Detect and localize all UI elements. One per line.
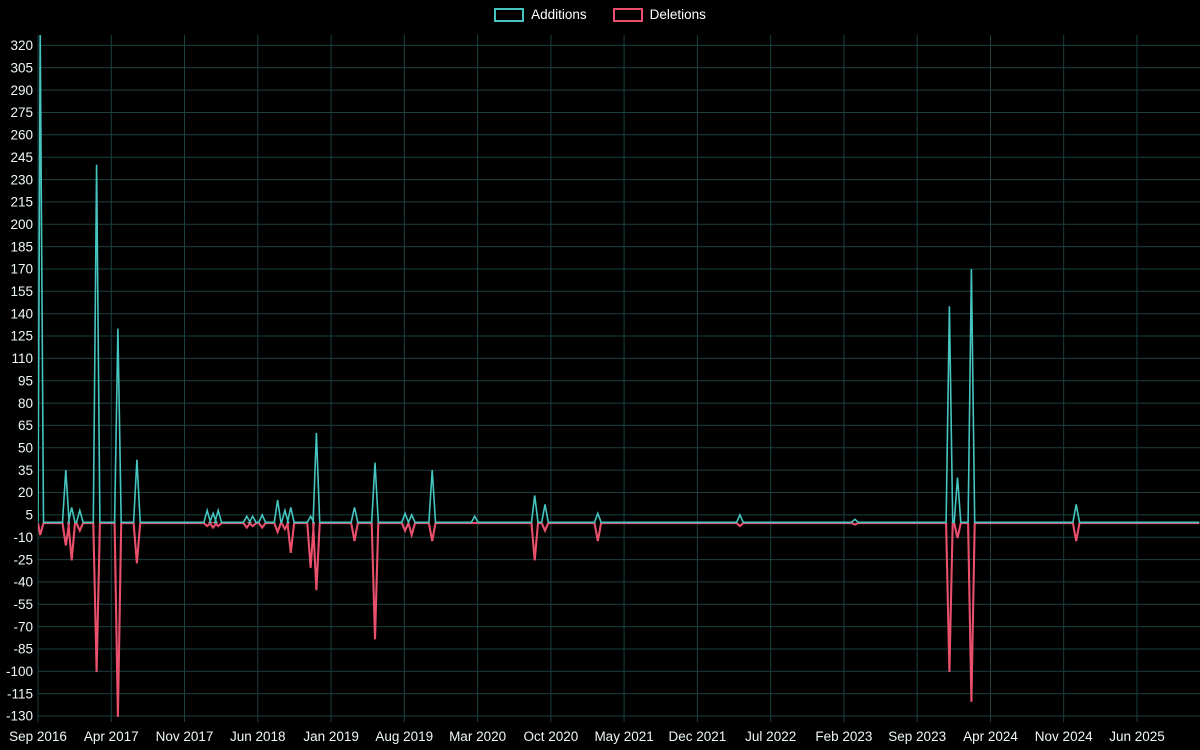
svg-text:-130: -130 — [6, 709, 33, 724]
svg-text:Nov 2017: Nov 2017 — [156, 729, 214, 744]
svg-text:-85: -85 — [13, 642, 33, 657]
svg-text:320: 320 — [10, 38, 33, 53]
additions-swatch-icon — [494, 8, 525, 22]
svg-text:Feb 2023: Feb 2023 — [815, 729, 872, 744]
svg-text:Nov 2024: Nov 2024 — [1035, 729, 1093, 744]
svg-text:Jun 2025: Jun 2025 — [1109, 729, 1165, 744]
svg-text:50: 50 — [18, 441, 33, 456]
svg-text:110: 110 — [11, 351, 33, 366]
svg-text:305: 305 — [10, 61, 33, 76]
svg-text:80: 80 — [18, 396, 33, 411]
svg-text:Jul 2022: Jul 2022 — [745, 729, 796, 744]
svg-text:140: 140 — [10, 306, 33, 321]
svg-text:260: 260 — [10, 128, 33, 143]
svg-text:Jan 2019: Jan 2019 — [303, 729, 359, 744]
svg-text:Sep 2016: Sep 2016 — [9, 729, 67, 744]
svg-text:95: 95 — [18, 373, 33, 388]
svg-text:230: 230 — [10, 172, 33, 187]
svg-text:Jun 2018: Jun 2018 — [230, 729, 286, 744]
svg-text:125: 125 — [10, 329, 33, 344]
svg-text:-40: -40 — [13, 575, 33, 590]
svg-text:20: 20 — [18, 485, 33, 500]
svg-text:Mar 2020: Mar 2020 — [449, 729, 506, 744]
svg-text:-100: -100 — [6, 664, 33, 679]
svg-text:-115: -115 — [7, 686, 33, 701]
svg-text:185: 185 — [10, 239, 33, 254]
svg-text:155: 155 — [10, 284, 33, 299]
svg-text:Dec 2021: Dec 2021 — [669, 729, 727, 744]
legend-item-additions[interactable]: Additions — [494, 6, 587, 24]
legend-label-additions: Additions — [531, 7, 587, 22]
svg-text:215: 215 — [10, 195, 33, 210]
svg-text:Sep 2023: Sep 2023 — [888, 729, 946, 744]
svg-text:5: 5 — [25, 508, 33, 523]
svg-text:-70: -70 — [13, 619, 33, 634]
svg-text:Oct 2020: Oct 2020 — [524, 729, 579, 744]
svg-text:Apr 2024: Apr 2024 — [963, 729, 1018, 744]
legend-item-deletions[interactable]: Deletions — [612, 6, 706, 24]
svg-text:170: 170 — [10, 262, 33, 277]
svg-text:65: 65 — [18, 418, 33, 433]
deletions-swatch-icon — [612, 8, 643, 22]
svg-text:200: 200 — [10, 217, 33, 232]
svg-text:-10: -10 — [13, 530, 33, 545]
svg-text:May 2021: May 2021 — [594, 729, 653, 744]
svg-text:Aug 2019: Aug 2019 — [375, 729, 433, 744]
chart-legend: Additions Deletions — [0, 6, 1200, 24]
svg-text:-55: -55 — [13, 597, 33, 612]
legend-label-deletions: Deletions — [649, 7, 706, 22]
svg-text:245: 245 — [10, 150, 33, 165]
svg-text:275: 275 — [10, 105, 33, 120]
svg-text:290: 290 — [10, 83, 33, 98]
svg-text:Apr 2017: Apr 2017 — [84, 729, 139, 744]
svg-text:35: 35 — [18, 463, 33, 478]
svg-text:-25: -25 — [13, 552, 33, 567]
